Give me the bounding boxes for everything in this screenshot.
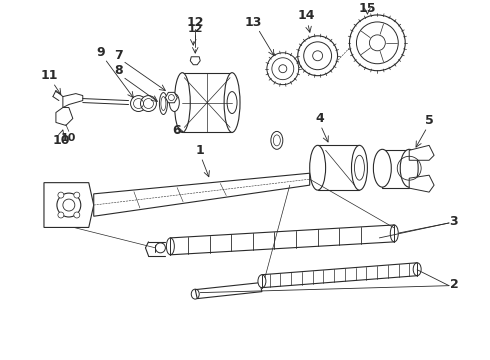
Ellipse shape: [373, 149, 392, 187]
Circle shape: [349, 15, 405, 71]
Polygon shape: [409, 175, 434, 192]
Circle shape: [74, 212, 80, 218]
Text: 11: 11: [40, 69, 58, 82]
Text: 4: 4: [315, 112, 324, 125]
Ellipse shape: [400, 149, 418, 187]
Text: 6: 6: [172, 124, 181, 137]
Text: 8: 8: [114, 64, 123, 77]
Circle shape: [58, 192, 64, 198]
Text: 2: 2: [450, 278, 458, 291]
Circle shape: [74, 192, 80, 198]
Polygon shape: [382, 150, 409, 188]
Ellipse shape: [351, 145, 368, 190]
Text: 10: 10: [52, 134, 70, 147]
Polygon shape: [166, 93, 177, 103]
Text: 13: 13: [245, 17, 262, 30]
Text: 9: 9: [97, 46, 105, 59]
Circle shape: [58, 212, 64, 218]
Circle shape: [155, 243, 166, 253]
Ellipse shape: [167, 238, 174, 255]
Circle shape: [267, 53, 299, 85]
Text: 12: 12: [187, 17, 204, 30]
Polygon shape: [195, 283, 262, 298]
Ellipse shape: [413, 263, 421, 276]
Text: 7: 7: [114, 49, 123, 62]
Polygon shape: [182, 73, 232, 132]
Text: 1: 1: [196, 144, 205, 157]
Ellipse shape: [271, 131, 283, 149]
Ellipse shape: [391, 225, 398, 242]
Text: 3: 3: [450, 216, 458, 229]
Text: 15: 15: [359, 3, 376, 15]
Ellipse shape: [258, 275, 266, 288]
Ellipse shape: [174, 73, 190, 132]
Polygon shape: [56, 108, 73, 125]
Text: 5: 5: [425, 114, 434, 127]
Polygon shape: [94, 173, 310, 216]
Polygon shape: [318, 145, 360, 190]
Circle shape: [141, 95, 156, 112]
Polygon shape: [63, 94, 83, 108]
Text: 12: 12: [188, 24, 203, 34]
Ellipse shape: [159, 93, 168, 114]
Circle shape: [130, 95, 147, 112]
Text: 14: 14: [298, 9, 316, 22]
Circle shape: [298, 36, 338, 76]
Ellipse shape: [310, 145, 326, 190]
Ellipse shape: [227, 91, 237, 113]
Polygon shape: [409, 145, 434, 160]
Ellipse shape: [170, 94, 179, 112]
Circle shape: [57, 193, 81, 217]
Text: 10: 10: [61, 133, 76, 143]
Ellipse shape: [224, 73, 240, 132]
Circle shape: [356, 22, 398, 64]
Polygon shape: [44, 183, 94, 228]
